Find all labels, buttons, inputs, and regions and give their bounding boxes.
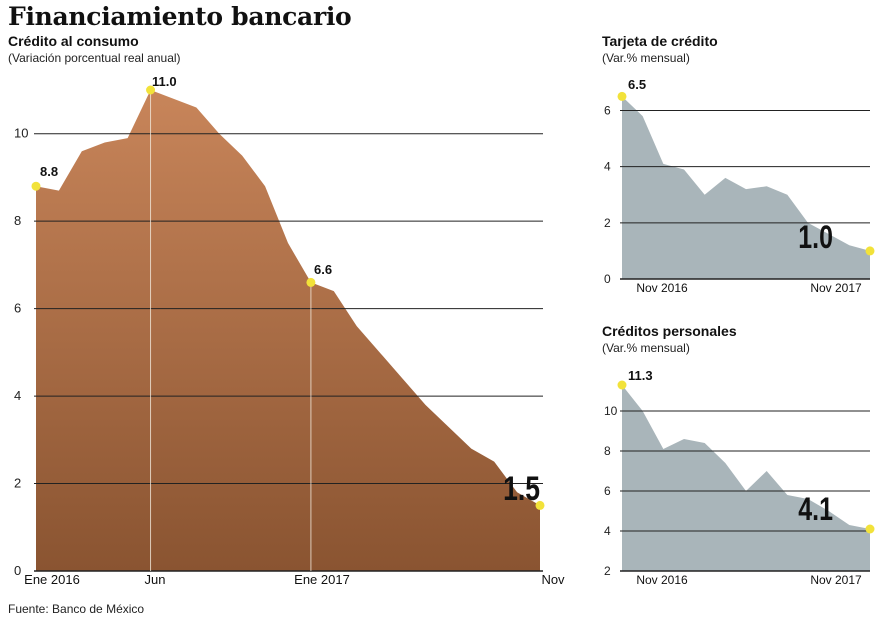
- personal-x-tick-label: Nov 2016: [636, 573, 688, 587]
- main-chart-subtitle: (Variación porcentual real anual): [8, 51, 181, 65]
- main-chart-title: Crédito al consumo: [8, 33, 139, 49]
- main-point-marker: [146, 85, 156, 95]
- personal-y-tick-label: 10: [604, 404, 618, 418]
- main-value-label: 6.6: [314, 262, 332, 277]
- page-title: Financiamiento bancario: [8, 2, 352, 31]
- main-point-marker: [535, 500, 545, 510]
- card-point-marker: [865, 246, 875, 256]
- main-x-tick-label: Jun: [145, 572, 166, 587]
- personal-y-tick-label: 6: [604, 484, 611, 498]
- main-point-marker: [306, 277, 316, 287]
- personal-y-tick-label: 2: [604, 564, 611, 578]
- main-y-tick-label: 2: [14, 476, 21, 491]
- main-value-label: 8.8: [40, 164, 58, 179]
- card-point-marker: [617, 91, 627, 101]
- personal-area: [622, 385, 870, 571]
- main-x-tick-label: Ene 2016: [24, 572, 80, 587]
- personal-y-tick-label: 8: [604, 444, 611, 458]
- personal-y-tick-label: 4: [604, 524, 611, 538]
- personal-x-tick-label: Nov 2017: [810, 573, 862, 587]
- card-value-label: 1.0: [798, 220, 833, 256]
- main-value-label: 1.5: [503, 470, 540, 508]
- main-area: [36, 90, 540, 571]
- card-y-tick-label: 2: [604, 216, 611, 230]
- main-y-tick-label: 10: [14, 126, 28, 141]
- credit-card-chart-subtitle: (Var.% mensual): [602, 51, 690, 65]
- main-y-tick-label: 8: [14, 213, 21, 228]
- main-y-tick-label: 6: [14, 301, 21, 316]
- personal-value-label: 11.3: [628, 368, 653, 383]
- card-x-tick-label: Nov 2017: [810, 281, 862, 295]
- personal-credit-chart-title: Créditos personales: [602, 323, 737, 339]
- personal-point-marker: [865, 524, 875, 534]
- card-y-tick-label: 0: [604, 272, 611, 286]
- credit-card-chart-title: Tarjeta de crédito: [602, 33, 718, 49]
- main-y-tick-label: 0: [14, 563, 21, 578]
- card-x-tick-label: Nov 2016: [636, 281, 688, 295]
- main-x-tick-label: Ene 2017: [294, 572, 350, 587]
- source-note: Fuente: Banco de México: [8, 602, 145, 616]
- personal-credit-chart-subtitle: (Var.% mensual): [602, 341, 690, 355]
- card-area: [622, 96, 870, 279]
- personal-point-marker: [617, 380, 627, 390]
- main-y-tick-label: 4: [14, 388, 21, 403]
- main-value-label: 11.0: [152, 74, 177, 89]
- card-y-tick-label: 6: [604, 103, 611, 117]
- main-point-marker: [31, 181, 41, 191]
- card-y-tick-label: 4: [604, 160, 611, 174]
- personal-value-label: 4.1: [798, 492, 833, 528]
- card-value-label: 6.5: [628, 77, 646, 92]
- main-x-tick-label: Nov: [541, 572, 565, 587]
